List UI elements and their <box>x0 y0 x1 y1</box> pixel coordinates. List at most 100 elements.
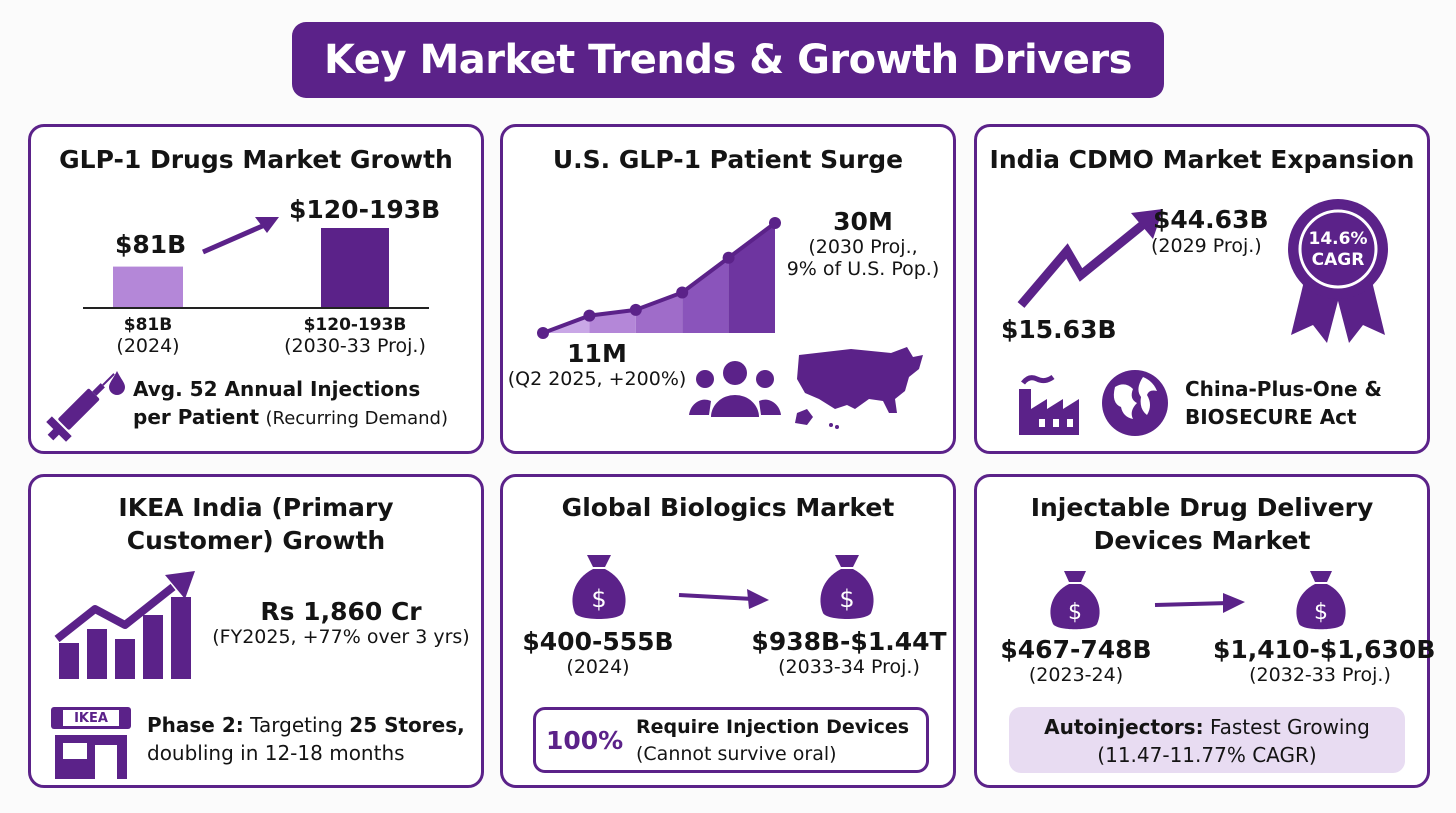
zigzag-growth-arrow-icon <box>1017 209 1163 308</box>
award-ribbon-icon <box>1288 199 1388 343</box>
svg-text:$: $ <box>1314 600 1328 625</box>
start-annotation: 11M (Q2 2025, +200%) <box>507 339 687 390</box>
bar1-label-year: (2024) <box>116 335 180 357</box>
card-title: Global Biologics Market <box>561 493 895 522</box>
card-title: U.S. GLP-1 Patient Surge <box>552 145 904 174</box>
card-india-cdmo: India CDMO Market Expansion $15.63B $44.… <box>974 124 1430 454</box>
auto-cagr: (11.47-11.77% CAGR) <box>1097 743 1317 767</box>
card-title: GLP-1 Drugs Market Growth <box>59 145 453 174</box>
from-year: (2024) <box>566 656 630 678</box>
phase-line2: doubling in 12-18 months <box>147 741 405 765</box>
bar-2024 <box>113 266 183 308</box>
money-bag-icon: $ <box>572 555 626 619</box>
card-title: IKEA India (Primary Customer) Growth <box>31 491 481 557</box>
growth-arrow-icon <box>201 217 279 255</box>
svg-text:$: $ <box>839 585 854 613</box>
arrow-right-icon <box>678 589 769 609</box>
data-point-4 <box>722 251 735 264</box>
data-point-5 <box>769 217 781 229</box>
from-value: $400-555B <box>522 627 674 656</box>
requirement-note: (Cannot survive oral) <box>636 743 837 765</box>
driver-line1: China-Plus-One & <box>1185 377 1382 401</box>
glp1-bar-chart <box>83 217 429 309</box>
title-line2: Devices Market <box>1093 526 1311 555</box>
card-title: India CDMO Market Expansion <box>989 145 1415 174</box>
injection-bold: Avg. 52 Annual Injections <box>133 377 421 401</box>
data-point-2 <box>629 303 642 316</box>
bar2-label-value: $120-193B <box>303 315 407 335</box>
store-sign: IKEA <box>74 711 108 726</box>
card-injectable-devices: Injectable Drug Delivery Devices Market … <box>974 474 1436 788</box>
to-value: $1,410-$1,630B <box>1213 635 1436 664</box>
from-block: $467-748B (2023-24) <box>991 635 1161 686</box>
injection-text: Avg. 52 Annual Injections per Patient (R… <box>133 375 483 433</box>
to-year: (2032-33 Proj.) <box>1249 664 1391 686</box>
page-title: Key Market Trends & Growth Drivers <box>292 22 1164 98</box>
cagr-badge: 14.6% CAGR <box>1293 229 1383 271</box>
syringe-icon <box>46 371 125 442</box>
data-point-1 <box>583 309 596 322</box>
from-year: (2023-24) <box>1028 664 1124 686</box>
end-value: $44.63B <box>1153 205 1269 234</box>
growth-chart-icon <box>54 571 195 679</box>
money-bag-icon: $ <box>1296 571 1346 630</box>
phase-text: Phase 2: Targeting 25 Stores, doubling i… <box>147 711 465 767</box>
start-value: 11M <box>567 339 627 368</box>
card-patient-surge: U.S. GLP-1 Patient Surge 30M (2030 Proj.… <box>500 124 956 454</box>
driver-line2: BIOSECURE Act <box>1185 405 1357 429</box>
data-point-3 <box>676 286 689 299</box>
title-line1: IKEA India (Primary <box>118 493 394 522</box>
injection-bold2: per Patient <box>133 405 260 429</box>
injection-requirement-box: 100% Require Injection Devices (Cannot s… <box>533 707 929 773</box>
to-value: $938B-$1.44T <box>751 627 947 656</box>
to-block: $1,410-$1,630B (2032-33 Proj.) <box>1213 635 1436 686</box>
phase-text-main: Targeting <box>250 713 343 737</box>
end-note1: (2030 Proj., <box>808 236 918 258</box>
svg-text:$: $ <box>1068 600 1082 625</box>
drivers-text: China-Plus-One & BIOSECURE Act <box>1185 375 1382 431</box>
end-value: 30M <box>833 207 893 236</box>
requirement-pct: 100% <box>546 726 624 755</box>
from-value: $467-748B <box>1000 635 1152 664</box>
factory-icon <box>1019 374 1079 435</box>
card-ikea-india: IKEA India (Primary Customer) Growth Rs … <box>28 474 484 788</box>
revenue-note: (FY2025, +77% over 3 yrs) <box>212 626 470 648</box>
bar1-label-value: $81B <box>123 315 173 335</box>
card-title: Injectable Drug Delivery Devices Market <box>977 491 1427 557</box>
to-year: (2033-34 Proj.) <box>778 656 920 678</box>
start-note: (Q2 2025, +200%) <box>507 368 687 390</box>
arrow-right-icon <box>1154 593 1245 613</box>
end-note: (2029 Proj.) <box>1151 235 1262 257</box>
title-line2: Customer) Growth <box>126 526 386 555</box>
start-value: $15.63B <box>1001 315 1117 344</box>
auto-bold: Autoinjectors: <box>1044 715 1204 739</box>
badge-pct: 14.6% <box>1308 229 1368 249</box>
card-global-biologics: Global Biologics Market $ $ $400-555B (2… <box>500 474 956 788</box>
title-line1: Injectable Drug Delivery <box>1030 493 1374 522</box>
store-icon <box>51 707 131 779</box>
badge-label: CAGR <box>1311 250 1365 270</box>
autoinjector-box: Autoinjectors: Fastest Growing (11.47-11… <box>1009 707 1405 773</box>
money-bag-icon: $ <box>820 555 874 619</box>
usa-map-icon <box>795 347 923 429</box>
patient-area-chart <box>537 217 781 339</box>
card-glp1-market: GLP-1 Drugs Market Growth $81B $120-193B… <box>28 124 484 454</box>
phase-stores: 25 Stores, <box>349 713 465 737</box>
auto-text: Fastest Growing <box>1209 715 1370 739</box>
requirement: Require Injection Devices <box>636 716 910 738</box>
from-block: $400-555B (2024) <box>513 627 683 678</box>
phase-bold: Phase 2: <box>147 713 244 737</box>
bar1-value: $81B <box>115 230 187 259</box>
revenue-block: Rs 1,860 Cr (FY2025, +77% over 3 yrs) <box>201 597 481 648</box>
bar2-label-year: (2030-33 Proj.) <box>284 335 426 357</box>
bar2-value: $120-193B <box>289 195 441 224</box>
to-block: $938B-$1.44T (2033-34 Proj.) <box>751 627 947 678</box>
money-bag-icon: $ <box>1050 571 1100 630</box>
injection-note: (Recurring Demand) <box>265 408 448 429</box>
series-line <box>542 221 777 335</box>
requirement-text: Require Injection Devices (Cannot surviv… <box>636 714 909 768</box>
bar-2030-33 <box>321 228 389 308</box>
area-segment <box>682 257 729 333</box>
bar2-label: $120-193B (2030-33 Proj.) <box>275 315 435 357</box>
end-note2: 9% of U.S. Pop.) <box>786 258 940 280</box>
